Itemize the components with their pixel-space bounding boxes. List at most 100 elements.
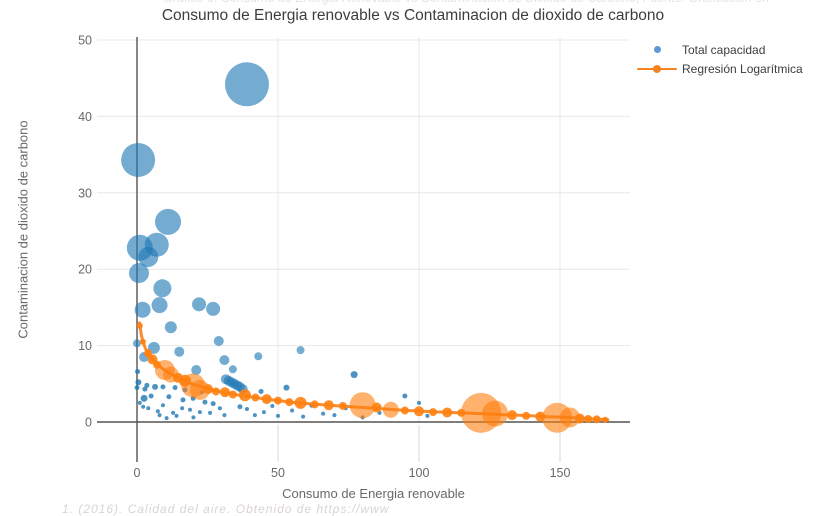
bubble-total-capacidad[interactable] bbox=[402, 393, 408, 399]
bubble-total-capacidad[interactable] bbox=[270, 403, 275, 408]
bubble-total-capacidad[interactable] bbox=[164, 321, 177, 334]
bubble-total-capacidad[interactable] bbox=[134, 301, 151, 318]
bubble-regresion-logaritmica[interactable] bbox=[285, 398, 294, 407]
bubble-total-capacidad[interactable] bbox=[425, 413, 430, 418]
bubble-regresion-logaritmica[interactable] bbox=[559, 407, 580, 428]
bubble-total-capacidad[interactable] bbox=[135, 379, 142, 386]
bubble-total-capacidad[interactable] bbox=[217, 406, 222, 411]
bubble-total-capacidad[interactable] bbox=[237, 404, 243, 410]
bubble-total-capacidad[interactable] bbox=[222, 413, 227, 418]
bubble-regresion-logaritmica[interactable] bbox=[251, 393, 260, 402]
bubble-regresion-logaritmica[interactable] bbox=[323, 400, 334, 411]
bubble-total-capacidad[interactable] bbox=[283, 384, 290, 391]
bubble-regresion-logaritmica[interactable] bbox=[442, 407, 453, 418]
bubble-total-capacidad[interactable] bbox=[138, 246, 159, 267]
bubble-regresion-logaritmica[interactable] bbox=[400, 406, 409, 415]
bubble-regresion-logaritmica[interactable] bbox=[294, 396, 307, 409]
bubble-total-capacidad[interactable] bbox=[191, 365, 202, 376]
bubble-regresion-logaritmica[interactable] bbox=[522, 411, 531, 420]
bubble-total-capacidad[interactable] bbox=[128, 263, 149, 284]
bubble-regresion-logaritmica[interactable] bbox=[239, 389, 252, 402]
bubble-total-capacidad[interactable] bbox=[142, 386, 148, 392]
bubble-regresion-logaritmica[interactable] bbox=[211, 387, 220, 396]
bubble-total-capacidad[interactable] bbox=[135, 369, 141, 375]
bubble-total-capacidad[interactable] bbox=[174, 346, 185, 357]
bubble-regresion-logaritmica[interactable] bbox=[228, 390, 237, 399]
bubble-total-capacidad[interactable] bbox=[140, 394, 148, 402]
bubble-total-capacidad[interactable] bbox=[153, 279, 172, 298]
bubble-total-capacidad[interactable] bbox=[202, 399, 208, 405]
bubble-regresion-logaritmica[interactable] bbox=[203, 384, 214, 395]
bubble-total-capacidad[interactable] bbox=[171, 410, 176, 415]
bubble-total-capacidad[interactable] bbox=[155, 409, 160, 414]
bubble-regresion-logaritmica[interactable] bbox=[139, 338, 146, 345]
bubble-total-capacidad[interactable] bbox=[144, 382, 150, 388]
bubble-total-capacidad[interactable] bbox=[219, 355, 230, 366]
bubble-total-capacidad[interactable] bbox=[174, 413, 179, 418]
bubble-regresion-logaritmica[interactable] bbox=[310, 400, 319, 409]
bubble-total-capacidad[interactable] bbox=[350, 371, 358, 379]
bubble-total-capacidad[interactable] bbox=[172, 385, 178, 391]
bubble-total-capacidad[interactable] bbox=[148, 393, 154, 399]
bubble-regresion-logaritmica[interactable] bbox=[371, 402, 382, 413]
bubble-total-capacidad[interactable] bbox=[417, 400, 421, 405]
bubble-total-capacidad[interactable] bbox=[301, 414, 306, 419]
bubble-total-capacidad[interactable] bbox=[151, 297, 168, 314]
bubble-total-capacidad[interactable] bbox=[197, 410, 202, 415]
bubble-total-capacidad[interactable] bbox=[134, 385, 140, 391]
bubble-regresion-logaritmica[interactable] bbox=[592, 415, 601, 424]
bubble-regresion-logaritmica[interactable] bbox=[482, 400, 509, 427]
bubble-total-capacidad[interactable] bbox=[180, 397, 186, 403]
bubble-regresion-logaritmica[interactable] bbox=[338, 401, 347, 410]
bubble-total-capacidad[interactable] bbox=[261, 410, 266, 415]
bubble-total-capacidad[interactable] bbox=[192, 297, 207, 312]
bubble-total-capacidad[interactable] bbox=[157, 413, 162, 418]
bubble-total-capacidad[interactable] bbox=[321, 411, 326, 416]
bubble-total-capacidad[interactable] bbox=[290, 408, 295, 413]
bubble-total-capacidad[interactable] bbox=[210, 401, 216, 407]
bubble-regresion-logaritmica[interactable] bbox=[507, 410, 518, 421]
bubble-total-capacidad[interactable] bbox=[296, 346, 305, 355]
bubble-total-capacidad[interactable] bbox=[224, 62, 269, 107]
bubble-total-capacidad[interactable] bbox=[137, 400, 142, 405]
bubble-total-capacidad[interactable] bbox=[258, 388, 264, 394]
bubble-total-capacidad[interactable] bbox=[133, 339, 141, 348]
bubble-regresion-logaritmica[interactable] bbox=[429, 408, 438, 417]
bubble-total-capacidad[interactable] bbox=[180, 406, 185, 411]
bubble-total-capacidad[interactable] bbox=[152, 383, 159, 390]
bubble-total-capacidad[interactable] bbox=[332, 413, 337, 418]
bubble-regresion-logaritmica[interactable] bbox=[153, 360, 162, 369]
bubble-total-capacidad[interactable] bbox=[252, 413, 257, 418]
bubble-total-capacidad[interactable] bbox=[208, 410, 213, 415]
bubble-regresion-logaritmica[interactable] bbox=[584, 414, 593, 423]
bubble-regresion-logaritmica[interactable] bbox=[349, 392, 376, 419]
bubble-regresion-logaritmica[interactable] bbox=[457, 408, 466, 417]
bubble-total-capacidad[interactable] bbox=[213, 336, 224, 347]
bubble-regresion-logaritmica[interactable] bbox=[143, 349, 152, 358]
bubble-regresion-logaritmica[interactable] bbox=[261, 394, 272, 405]
bubble-total-capacidad[interactable] bbox=[206, 301, 221, 316]
bubble-regresion-logaritmica[interactable] bbox=[574, 413, 585, 424]
legend-item-regresion-logaritmica[interactable]: Regresión Logarítmica bbox=[636, 59, 803, 78]
bubble-total-capacidad[interactable] bbox=[228, 365, 237, 374]
bubble-regresion-logaritmica[interactable] bbox=[274, 396, 282, 405]
bubble-total-capacidad[interactable] bbox=[121, 142, 156, 177]
bubble-regresion-logaritmica[interactable] bbox=[172, 372, 183, 383]
bubble-regresion-logaritmica[interactable] bbox=[602, 416, 609, 423]
bubble-total-capacidad[interactable] bbox=[155, 208, 182, 235]
bubble-total-capacidad[interactable] bbox=[254, 352, 263, 361]
bubble-regresion-logaritmica[interactable] bbox=[382, 401, 399, 418]
bubble-total-capacidad[interactable] bbox=[160, 403, 165, 408]
bubble-regresion-logaritmica[interactable] bbox=[189, 379, 210, 400]
bubble-total-capacidad[interactable] bbox=[191, 415, 196, 420]
bubble-total-capacidad[interactable] bbox=[164, 416, 169, 421]
bubble-total-capacidad[interactable] bbox=[160, 384, 166, 390]
bubble-total-capacidad[interactable] bbox=[166, 394, 172, 400]
bubble-total-capacidad[interactable] bbox=[146, 406, 151, 411]
bubble-regresion-logaritmica[interactable] bbox=[219, 387, 230, 398]
bubble-total-capacidad[interactable] bbox=[244, 407, 249, 412]
bubble-total-capacidad[interactable] bbox=[276, 413, 280, 418]
bubble-total-capacidad[interactable] bbox=[188, 407, 193, 412]
bubble-total-capacidad[interactable] bbox=[141, 404, 146, 409]
bubble-regresion-logaritmica[interactable] bbox=[535, 411, 546, 422]
